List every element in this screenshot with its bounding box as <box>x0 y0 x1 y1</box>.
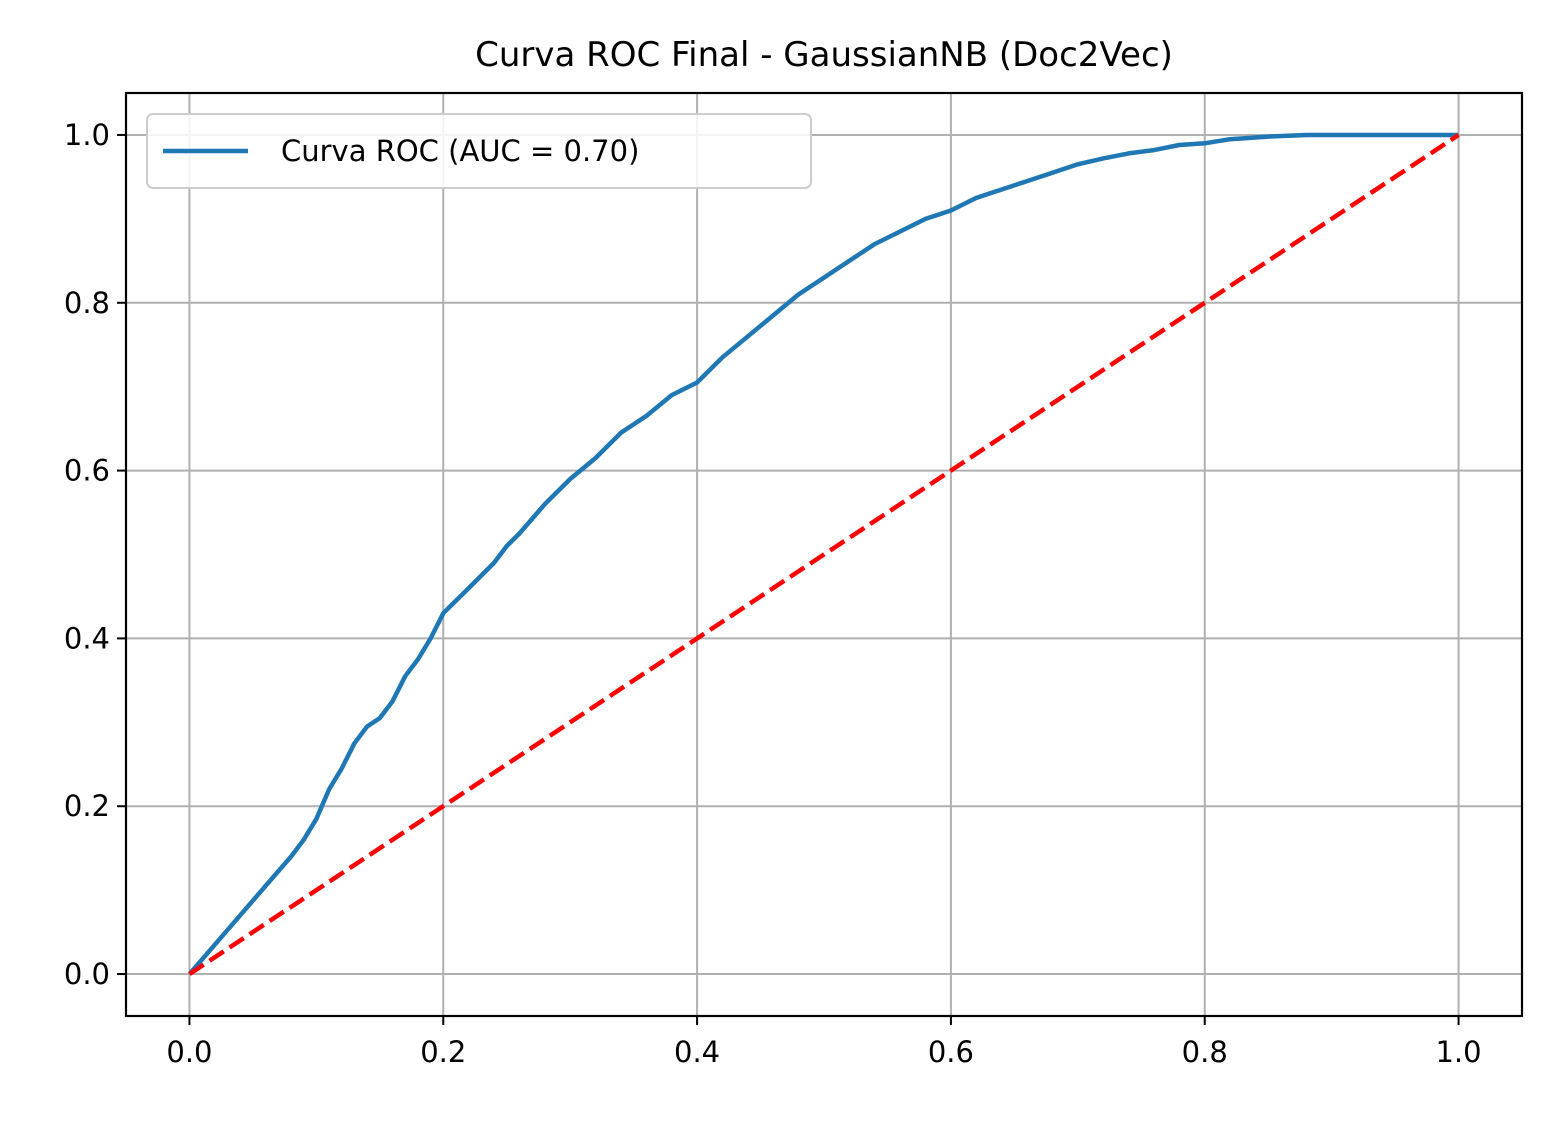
random-baseline-line <box>188 133 1460 976</box>
x-tick-label: 0.4 <box>674 1035 720 1069</box>
y-tick-label: 0.0 <box>64 957 110 991</box>
legend-label: Curva ROC (AUC = 0.70) <box>281 134 639 168</box>
chart-title: Curva ROC Final - GaussianNB (Doc2Vec) <box>475 35 1173 75</box>
y-tick-label: 1.0 <box>64 118 110 152</box>
ticks: 0.0 0.2 0.4 0.6 0.8 1.0 0.0 0.2 0.4 0.6 0.8 1.0 <box>64 118 1482 1069</box>
series-layer <box>187 132 1460 976</box>
x-tick-label: 0.0 <box>166 1035 212 1069</box>
y-tick-label: 0.8 <box>64 286 110 320</box>
y-tick-label: 0.4 <box>64 621 110 655</box>
legend: Curva ROC (AUC = 0.70) <box>146 113 812 189</box>
x-tick-label: 0.6 <box>928 1035 974 1069</box>
x-tick-label: 0.2 <box>420 1035 466 1069</box>
roc-curve-line <box>187 132 1459 976</box>
x-tick-label: 1.0 <box>1435 1035 1481 1069</box>
x-tick-label: 0.8 <box>1182 1035 1228 1069</box>
grid <box>126 93 1522 1016</box>
legend-box <box>146 113 812 189</box>
y-tick-label: 0.2 <box>64 789 110 823</box>
y-tick-label: 0.6 <box>64 454 110 488</box>
axes-frame <box>124 91 1524 1018</box>
